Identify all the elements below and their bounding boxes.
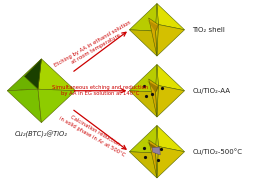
Polygon shape — [24, 59, 41, 89]
Polygon shape — [129, 64, 157, 92]
Polygon shape — [7, 59, 41, 91]
Polygon shape — [129, 30, 157, 56]
Polygon shape — [129, 4, 157, 31]
Polygon shape — [149, 18, 158, 56]
Polygon shape — [38, 89, 76, 123]
Text: Calcination reduction
in solid phase in Ar at 500°C: Calcination reduction in solid phase in … — [59, 110, 129, 158]
Polygon shape — [155, 146, 158, 178]
Polygon shape — [152, 147, 160, 155]
Polygon shape — [129, 91, 157, 117]
Polygon shape — [157, 125, 185, 152]
Polygon shape — [129, 125, 157, 153]
Text: Cu₂(BTC)₂@TiO₂: Cu₂(BTC)₂@TiO₂ — [15, 131, 68, 139]
Polygon shape — [147, 142, 159, 154]
Polygon shape — [157, 85, 185, 117]
Polygon shape — [155, 64, 158, 92]
Polygon shape — [7, 89, 41, 123]
Polygon shape — [157, 25, 185, 56]
Polygon shape — [129, 152, 157, 178]
Polygon shape — [38, 59, 76, 91]
Text: Cu/TiO₂-AA: Cu/TiO₂-AA — [192, 88, 230, 94]
Polygon shape — [155, 125, 158, 153]
Polygon shape — [149, 79, 158, 117]
Text: Cu/TiO₂-500°C: Cu/TiO₂-500°C — [192, 148, 242, 155]
Polygon shape — [147, 20, 159, 32]
Polygon shape — [149, 140, 158, 178]
Polygon shape — [155, 4, 158, 31]
Polygon shape — [147, 81, 159, 93]
Text: Simultaneous etching and reduction
by AA in EG solution at 140°C: Simultaneous etching and reduction by AA… — [53, 85, 149, 96]
Polygon shape — [157, 64, 185, 91]
Text: Etching by AA in ethanol solution
at room temperature: Etching by AA in ethanol solution at roo… — [53, 20, 135, 73]
Polygon shape — [155, 85, 158, 117]
Polygon shape — [155, 25, 158, 56]
Text: TiO₂ shell: TiO₂ shell — [192, 27, 225, 33]
Polygon shape — [157, 146, 185, 178]
Polygon shape — [157, 4, 185, 30]
